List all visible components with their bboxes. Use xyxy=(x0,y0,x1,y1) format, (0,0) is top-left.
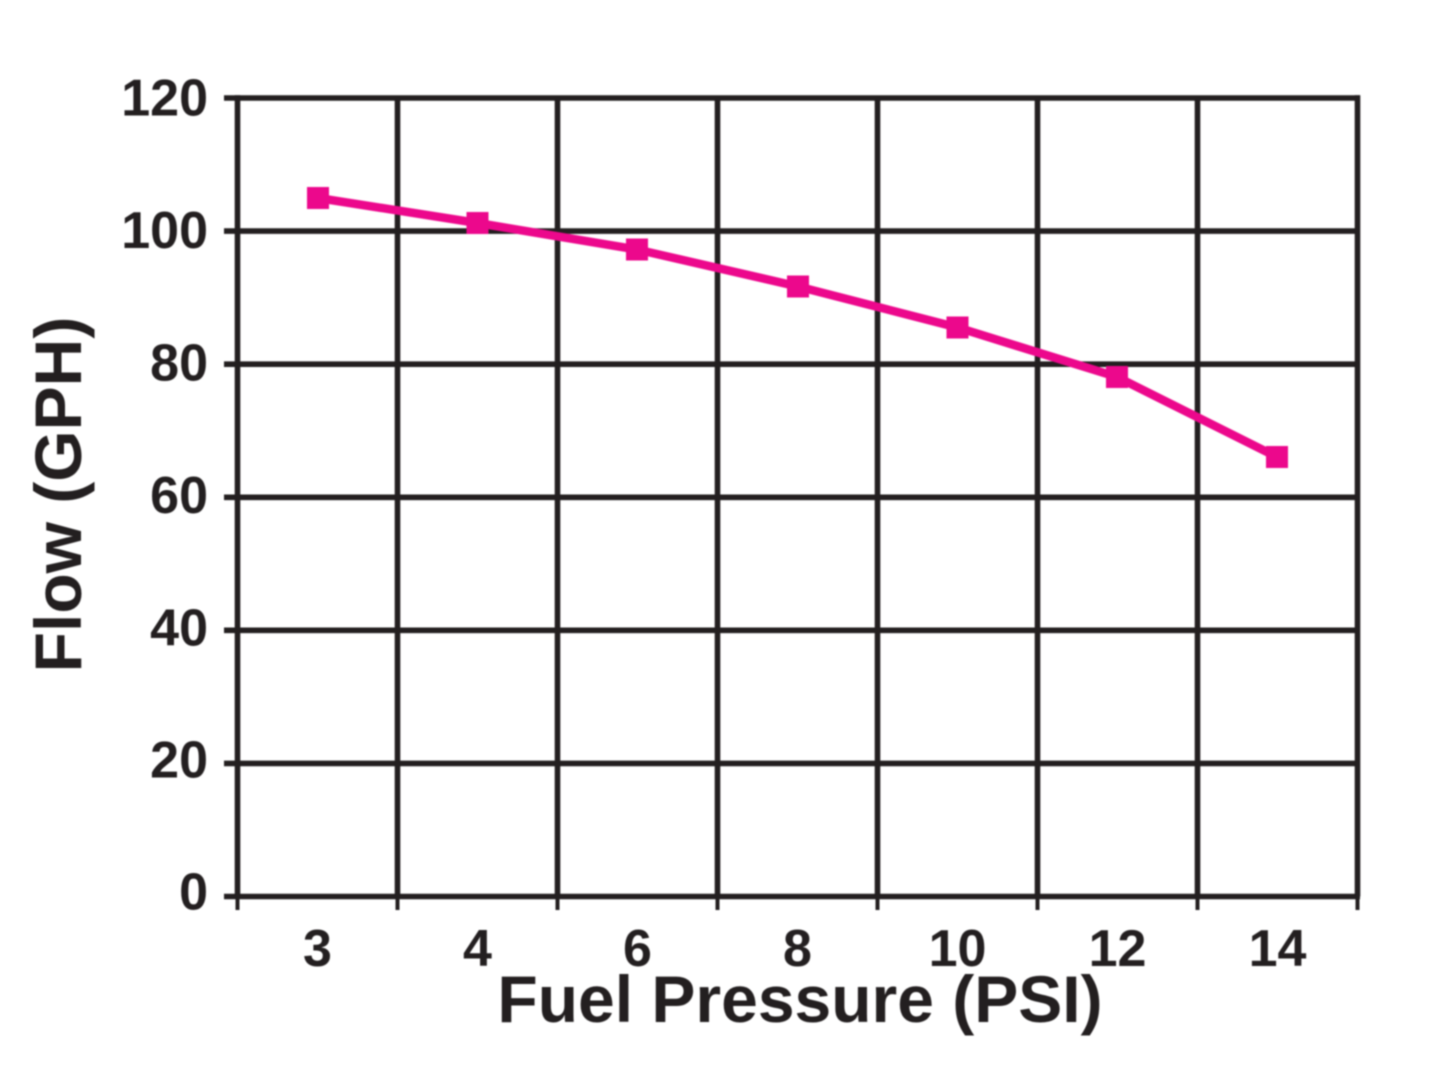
svg-text:0: 0 xyxy=(179,864,208,922)
svg-text:60: 60 xyxy=(150,467,208,525)
svg-text:12: 12 xyxy=(1089,920,1147,978)
svg-text:Flow (GPH): Flow (GPH) xyxy=(21,317,95,673)
svg-text:Fuel Pressure (PSI): Fuel Pressure (PSI) xyxy=(497,962,1102,1036)
svg-text:10: 10 xyxy=(929,920,987,978)
svg-text:20: 20 xyxy=(150,732,208,790)
svg-text:6: 6 xyxy=(623,920,652,978)
svg-text:8: 8 xyxy=(783,920,812,978)
svg-text:80: 80 xyxy=(150,335,208,393)
svg-text:4: 4 xyxy=(463,920,492,978)
svg-text:120: 120 xyxy=(121,70,208,128)
svg-text:3: 3 xyxy=(303,920,332,978)
svg-text:14: 14 xyxy=(1249,920,1307,978)
svg-text:40: 40 xyxy=(150,600,208,658)
svg-text:100: 100 xyxy=(121,202,208,260)
